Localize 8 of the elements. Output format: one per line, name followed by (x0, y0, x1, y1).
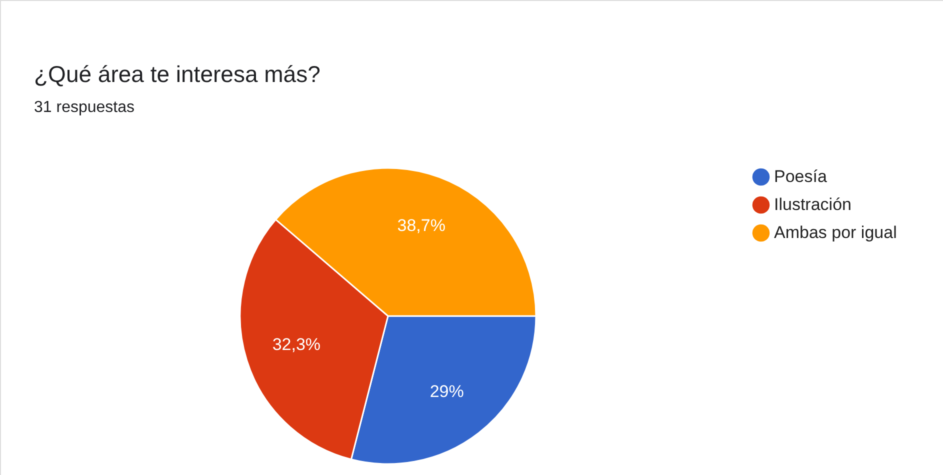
data-label: 38,7% (397, 216, 446, 235)
chart-title: ¿Qué área te interesa más? (34, 61, 320, 87)
legend-label: Ilustración (774, 195, 852, 214)
data-label: 29% (430, 382, 464, 401)
data-label: 32,3% (272, 334, 321, 354)
text: 31 respuestas (34, 99, 135, 116)
legend-label: Ambas por igual (774, 223, 897, 242)
legend-label: Poesía (774, 167, 828, 186)
